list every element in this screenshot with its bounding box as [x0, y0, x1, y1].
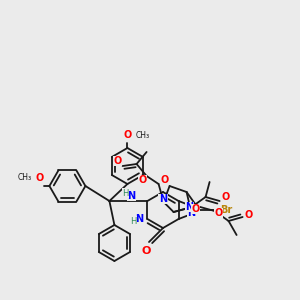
Text: O: O: [214, 208, 223, 218]
Text: O: O: [139, 175, 147, 185]
Text: O: O: [244, 210, 253, 220]
Text: N: N: [188, 208, 196, 218]
Text: N: N: [127, 191, 136, 201]
Text: H: H: [130, 217, 136, 226]
Text: O: O: [160, 175, 169, 185]
Text: N: N: [159, 194, 167, 204]
Text: O: O: [123, 130, 131, 140]
Text: O: O: [221, 192, 230, 202]
Text: N: N: [185, 202, 194, 212]
Text: O: O: [35, 173, 44, 183]
Text: CH₃: CH₃: [135, 130, 149, 140]
Text: Br: Br: [220, 205, 233, 215]
Text: O: O: [191, 204, 200, 214]
Text: O: O: [113, 156, 122, 166]
Text: O: O: [141, 246, 151, 256]
Text: N: N: [135, 214, 143, 224]
Text: H: H: [122, 188, 129, 197]
Text: CH₃: CH₃: [17, 173, 32, 182]
